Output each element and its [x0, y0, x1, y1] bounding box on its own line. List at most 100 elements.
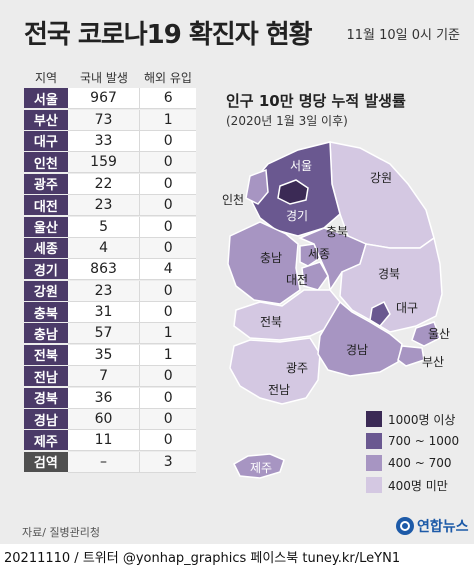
table-header: 지역 국내 발생 해외 유입	[24, 66, 196, 88]
domestic-cell: 57	[67, 323, 141, 345]
region-cell: 검역	[24, 451, 68, 473]
domestic-cell: 33	[67, 130, 141, 152]
region-cell: 서울	[24, 88, 68, 110]
imported-cell: 1	[140, 323, 196, 345]
table-row: 울산 5 0	[24, 216, 196, 238]
legend-swatch	[366, 455, 382, 471]
table-row: 인천 159 0	[24, 152, 196, 174]
domestic-cell: 73	[67, 109, 141, 131]
region-cell: 전남	[24, 366, 68, 388]
legend-label: 400 ~ 700	[388, 456, 452, 470]
map-label-busan: 부산	[422, 355, 444, 369]
logo-text: 연합뉴스	[417, 519, 469, 535]
region-daejeon	[301, 261, 329, 291]
page-title: 전국 코로나19 확진자 현황	[24, 20, 313, 50]
domestic-cell: 4	[67, 237, 141, 259]
legend-label: 700 ~ 1000	[388, 434, 460, 448]
map-label-seoul: 서울	[290, 159, 312, 173]
table-row: 충북 31 0	[24, 302, 196, 324]
table-row: 경기 863 4	[24, 259, 196, 281]
table-row: 부산 73 1	[24, 109, 196, 131]
imported-cell: 0	[140, 173, 196, 195]
table-row: 대구 33 0	[24, 130, 196, 152]
domestic-cell: 22	[67, 173, 141, 195]
table-row: 검역 –3	[24, 451, 196, 473]
domestic-cell: 36	[67, 387, 141, 409]
region-cell: 울산	[24, 216, 68, 238]
timestamp: 11월 10일 0시 기준	[346, 28, 460, 43]
region-cell: 광주	[24, 173, 68, 195]
region-cell: 경남	[24, 409, 68, 431]
region-seoul	[277, 179, 309, 205]
imported-cell: 0	[140, 387, 196, 409]
imported-cell: 3	[140, 451, 196, 473]
domestic-cell: 5	[67, 216, 141, 238]
imported-cell: 0	[140, 430, 196, 452]
map-label-gyeonggi: 경기	[286, 209, 308, 223]
region-cell: 대전	[24, 195, 68, 217]
region-cell: 경북	[24, 387, 68, 409]
footer-credits: 20211110 / 트위터 @yonhap_graphics 페이스북 tun…	[4, 551, 401, 566]
region-cell: 강원	[24, 280, 68, 302]
domestic-cell: 967	[67, 88, 141, 110]
table-row: 대전 23 0	[24, 195, 196, 217]
map-label-gyeongbuk: 경북	[378, 267, 400, 281]
region-cell: 경기	[24, 259, 68, 281]
table-row: 강원 23 0	[24, 280, 196, 302]
publisher-logo: 연합뉴스	[396, 516, 469, 536]
map-label-daejeon: 대전	[286, 273, 308, 287]
table-row: 세종 4 0	[24, 237, 196, 259]
region-daegu	[369, 300, 391, 327]
map-label-ulsan: 울산	[428, 327, 450, 341]
legend-item: 400명 미만	[366, 474, 459, 496]
domestic-cell: 23	[67, 195, 141, 217]
table-row: 제주 11 0	[24, 430, 196, 452]
domestic-cell: 60	[67, 409, 141, 431]
column-header-region: 지역	[34, 70, 58, 85]
region-cell: 세종	[24, 237, 68, 259]
cases-table: 지역 국내 발생 해외 유입 서울 967 6 부산 73 1 대구 33 0 인천 159 0…	[24, 66, 196, 473]
domestic-cell: 863	[67, 259, 141, 281]
map-title: 인구 10만 명당 누적 발생률	[226, 92, 406, 110]
imported-cell: 0	[140, 216, 196, 238]
domestic-cell: 23	[67, 280, 141, 302]
domestic-cell: –	[67, 451, 141, 473]
map-label-sejong: 세종	[308, 247, 330, 261]
legend-swatch	[366, 477, 382, 493]
domestic-cell: 35	[67, 344, 141, 366]
table-row: 서울 967 6	[24, 88, 196, 110]
map-label-chungbuk: 충북	[326, 225, 348, 239]
domestic-cell: 159	[67, 152, 141, 174]
column-header-domestic: 국내 발생	[80, 70, 128, 85]
imported-cell: 1	[140, 344, 196, 366]
legend-swatch	[366, 433, 382, 449]
table-row: 경남 60 0	[24, 409, 196, 431]
table-row: 충남 57 1	[24, 323, 196, 345]
legend-label: 400명 미만	[388, 478, 448, 493]
region-sejong	[299, 243, 321, 267]
region-incheon	[245, 168, 269, 205]
region-cell: 제주	[24, 430, 68, 452]
map-label-gangwon: 강원	[370, 171, 392, 185]
region-cell: 대구	[24, 130, 68, 152]
domestic-cell: 7	[67, 366, 141, 388]
region-jeju	[233, 453, 285, 479]
imported-cell: 0	[140, 409, 196, 431]
region-chungnam	[227, 221, 301, 305]
region-ulsan	[411, 321, 441, 347]
imported-cell: 0	[140, 302, 196, 324]
map-label-incheon: 인천	[222, 192, 244, 207]
region-cell: 충북	[24, 302, 68, 324]
map-label-jeonbuk: 전북	[260, 315, 282, 329]
imported-cell: 0	[140, 280, 196, 302]
region-busan	[397, 345, 425, 367]
table-row: 전남 7 0	[24, 366, 196, 388]
map-label-jeonnam: 전남	[268, 383, 290, 397]
map-label-gyeongnam: 경남	[346, 343, 368, 357]
map-label-chungnam: 충남	[260, 251, 282, 265]
legend-item: 400 ~ 700	[366, 452, 459, 474]
domestic-cell: 11	[67, 430, 141, 452]
imported-cell: 0	[140, 237, 196, 259]
legend-item: 1000명 이상	[366, 408, 459, 430]
korea-map: 서울 인천 경기 강원 충북 충남 세종 대전 경북 대구 전북 광주 전남 경…	[222, 141, 450, 479]
